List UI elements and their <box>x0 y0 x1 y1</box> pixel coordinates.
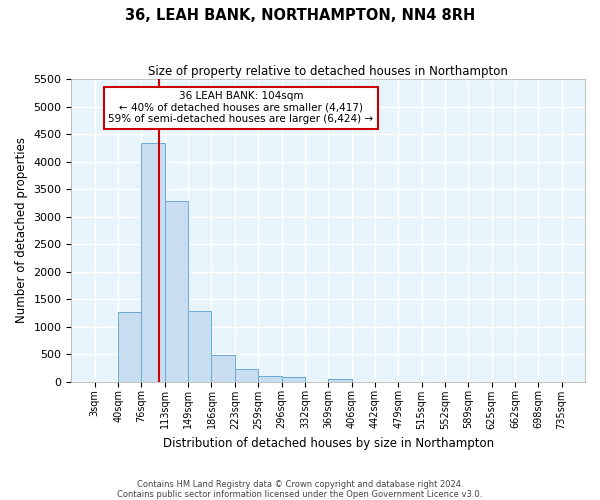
Bar <box>328 379 352 382</box>
Bar <box>211 355 235 382</box>
Bar <box>188 311 211 382</box>
Bar <box>165 201 188 382</box>
Bar <box>281 377 305 382</box>
Bar <box>235 369 258 382</box>
Title: Size of property relative to detached houses in Northampton: Size of property relative to detached ho… <box>148 65 508 78</box>
Text: 36, LEAH BANK, NORTHAMPTON, NN4 8RH: 36, LEAH BANK, NORTHAMPTON, NN4 8RH <box>125 8 475 22</box>
X-axis label: Distribution of detached houses by size in Northampton: Distribution of detached houses by size … <box>163 437 494 450</box>
Bar <box>258 376 281 382</box>
Y-axis label: Number of detached properties: Number of detached properties <box>15 138 28 324</box>
Text: Contains HM Land Registry data © Crown copyright and database right 2024.
Contai: Contains HM Land Registry data © Crown c… <box>118 480 482 499</box>
Text: 36 LEAH BANK: 104sqm
← 40% of detached houses are smaller (4,417)
59% of semi-de: 36 LEAH BANK: 104sqm ← 40% of detached h… <box>109 92 373 124</box>
Bar <box>142 144 165 382</box>
Bar <box>118 312 142 382</box>
